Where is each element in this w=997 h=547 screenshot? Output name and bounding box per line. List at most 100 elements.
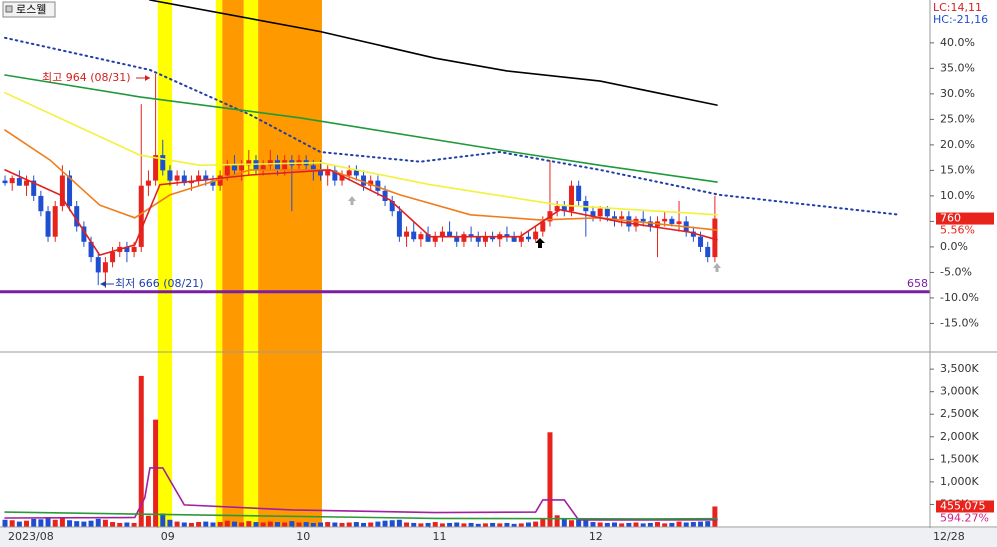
volume-bar [389,520,395,527]
volume-bar [160,513,166,527]
candle-body [174,175,180,181]
volume-bar [59,517,65,527]
candle-body [705,246,711,258]
x-tick-label: 09 [161,530,175,543]
candle-body [339,175,345,181]
volume-bar [325,522,331,527]
volume-bar [131,522,137,527]
volume-bar [167,519,173,527]
x-tick-label: 12/28 [933,530,965,543]
low-annotation: 최저 666 (08/21) [115,277,204,290]
candle-body [561,206,567,212]
volume-bar [81,521,87,527]
volume-bar [310,522,316,527]
high-arrow-head [145,75,150,81]
volume-bar [217,522,223,527]
y-tick-label: 2,500K [940,407,979,420]
candle-body [475,236,481,242]
volume-bar [626,522,632,527]
title-box[interactable] [2,1,56,18]
candle-body [52,206,58,237]
y-tick-label: -5.0% [940,265,972,278]
volume-bar [647,522,653,527]
volume-bar [203,521,209,527]
volume-bar [418,523,424,527]
y-tick-label: 0.0% [940,240,968,253]
volume-bar [690,522,696,527]
price-tag [936,212,994,225]
candle-body [246,160,252,166]
volume-bar [490,522,496,527]
candle-body [604,208,610,217]
candle-body [490,236,496,240]
volume-bar [24,520,30,527]
support-label: 658 [907,277,928,290]
y-tick-label: 30.0% [940,87,975,100]
y-tick-label: -15.0% [940,316,979,329]
volume-bar [67,520,73,527]
volume-bar [74,521,80,527]
volume-bar [590,522,596,527]
candle-body [2,180,8,184]
volume-bar [554,515,560,527]
highlight-band [258,0,322,527]
volume-bar [676,521,682,527]
volume-bar [525,522,531,527]
volume-tag-label: 455,075 [940,499,986,512]
volume-bar [124,522,130,527]
candle-body [633,218,639,227]
volume-bar [655,522,661,527]
candle-body [361,175,367,186]
candle-body [518,236,524,242]
volume-bar [303,522,309,527]
change-label: 5.56% [940,224,975,237]
candle-body [612,216,618,219]
chart-title: 로스웰 [16,3,46,16]
volume-average [4,467,718,521]
candle-body [74,206,80,227]
candle-body [95,257,101,273]
candle-body [418,234,424,240]
volume-bar [296,522,302,527]
volume-bar [396,519,402,527]
volume-bar [38,519,44,527]
candle-body [31,180,37,196]
candle-body [16,178,22,186]
candle-body [676,221,682,224]
volume-bar [368,522,374,527]
candle-body [253,160,259,171]
moving-average [4,92,718,216]
volume-bar [318,522,324,527]
volume-bar [439,523,445,527]
volume-bar [447,522,453,527]
candle-body [325,170,331,176]
x-tick-label: 2023/08 [8,530,54,543]
candle-body [375,180,381,191]
volume-average [4,511,718,520]
volume-bar [518,523,524,527]
candle-body [332,170,338,181]
candle-body [274,160,280,171]
volume-bar [289,521,295,527]
volume-bar [540,518,546,527]
volume-bar [102,519,108,527]
moving-average [4,169,718,257]
candle-body [669,218,675,224]
lc-label: LC:14,11 [933,1,982,14]
candle-body [153,155,159,181]
volume-bar [361,522,367,527]
candle-body [647,221,653,227]
title-icon [5,5,13,13]
x-tick-label: 10 [296,530,310,543]
volume-bar [425,522,431,527]
volume-bar [568,520,574,527]
candle-body [203,175,209,181]
price-tag-label: 760 [940,212,961,225]
y-tick-label: 3,500K [940,362,979,375]
volume-bar [619,523,625,527]
volume-bar [181,522,187,527]
candle-body [160,155,166,171]
candle-body [131,246,137,253]
signal-arrow [713,263,721,272]
